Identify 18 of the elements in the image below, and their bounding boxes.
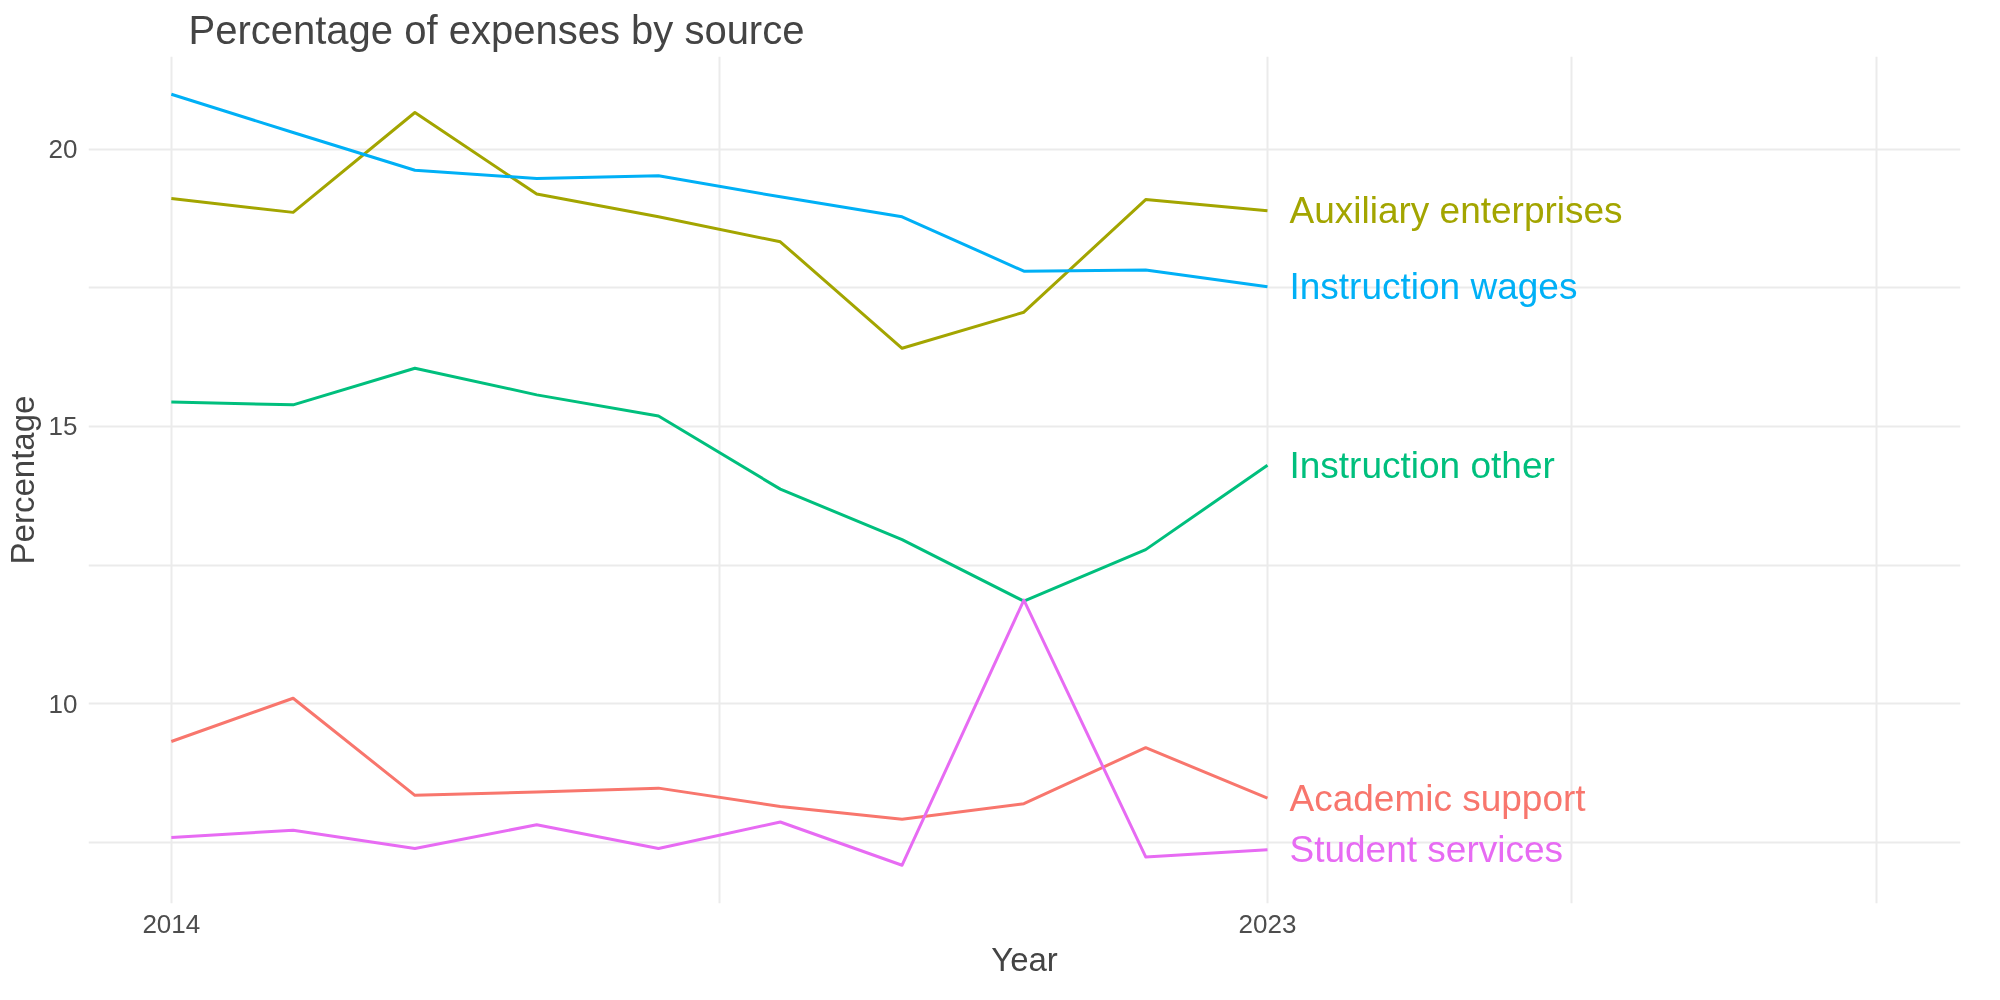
- series-label: Academic support: [1289, 777, 1587, 819]
- series-label: Student services: [1289, 829, 1564, 871]
- y-axis-title: Percentage: [3, 395, 41, 565]
- series-label: Instruction other: [1289, 444, 1555, 486]
- y-tick-label: 15: [48, 411, 78, 442]
- line-series: [169, 598, 1269, 867]
- x-axis-title: Year: [991, 940, 1058, 978]
- line-series: [169, 366, 1269, 603]
- x-tick-label: 2023: [1238, 908, 1297, 939]
- y-tick-label: 20: [48, 134, 78, 165]
- series-label: Instruction wages: [1289, 266, 1578, 308]
- line-series: [169, 92, 1269, 289]
- line-series: [169, 111, 1269, 350]
- chart-title: Percentage of expenses by source: [188, 7, 805, 52]
- series-label: Auxiliary enterprises: [1289, 190, 1623, 232]
- line-series: [169, 696, 1269, 821]
- y-tick-label: 10: [48, 688, 78, 719]
- x-tick-label: 2014: [142, 908, 201, 939]
